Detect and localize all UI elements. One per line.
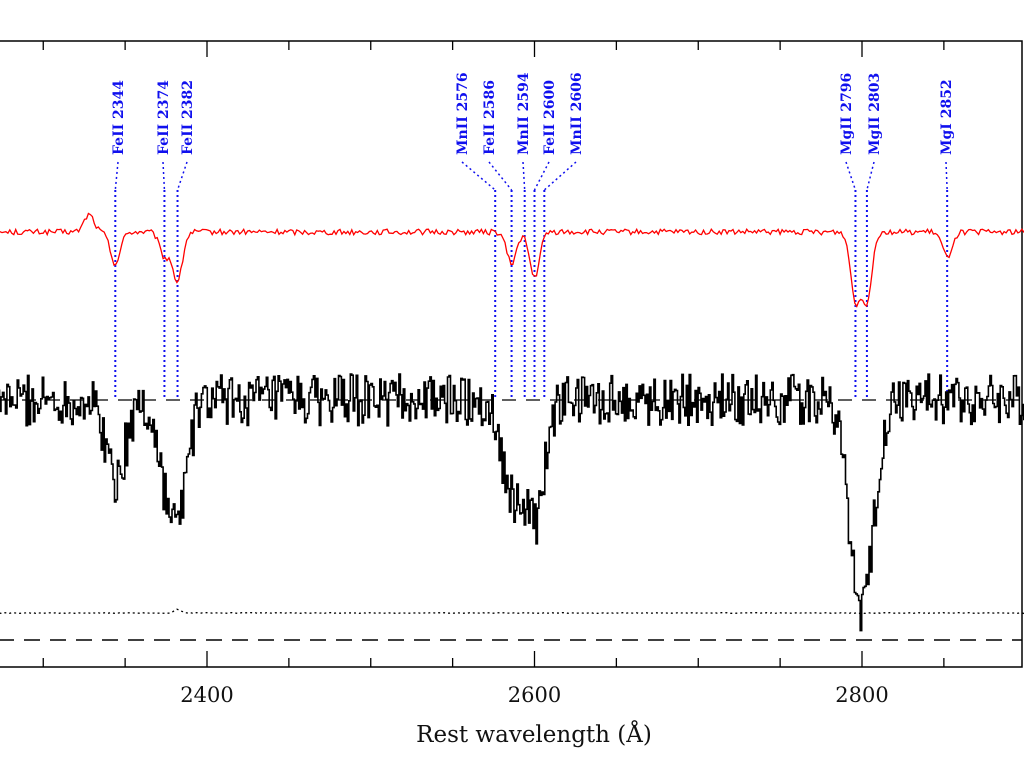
x-axis-title: Rest wavelength (Å) — [416, 720, 652, 748]
line-marker-connector — [945, 161, 948, 191]
line-label: FeII 2374 — [156, 80, 172, 155]
x-tick-label: 2800 — [835, 683, 888, 707]
line-label: FeII 2382 — [180, 80, 196, 155]
line-label: MnII 2606 — [569, 72, 585, 155]
plot-frame — [0, 40, 1023, 668]
series-layer — [0, 212, 1024, 641]
line-marker-connector — [461, 161, 496, 191]
x-tick-label: 2600 — [508, 683, 561, 707]
line-label: MgII 2796 — [839, 73, 855, 155]
x-ticks-layer: 2400 2600 2800 — [42, 41, 945, 707]
line-marker-connector — [845, 161, 857, 191]
line-marker-connector — [176, 161, 188, 191]
line-label: MgII 2803 — [867, 73, 883, 155]
line-label: MgI 2852 — [939, 79, 955, 155]
series-line — [0, 373, 1024, 632]
line-marker-connector — [522, 161, 526, 191]
line-label: MnII 2594 — [516, 72, 532, 155]
line-label: FeII 2344 — [111, 80, 127, 155]
line-labels-layer: FeII 2344 FeII 2374 FeII 2382 MnII 2576 FeII… — [111, 72, 955, 155]
x-tick-label: 2400 — [180, 683, 233, 707]
line-marker-connector — [866, 161, 875, 191]
line-marker-connector — [162, 161, 166, 191]
line-marker-connector — [114, 161, 119, 191]
line-marker-connector — [543, 161, 577, 191]
line-label: FeII 2600 — [542, 80, 558, 155]
line-markers-layer — [114, 161, 949, 400]
line-label: FeII 2586 — [482, 80, 498, 155]
line-marker-connector — [488, 161, 513, 191]
line-label: MnII 2576 — [455, 72, 471, 155]
series-line — [0, 212, 1024, 308]
line-marker-connector — [533, 161, 550, 191]
series-line — [0, 608, 1024, 615]
